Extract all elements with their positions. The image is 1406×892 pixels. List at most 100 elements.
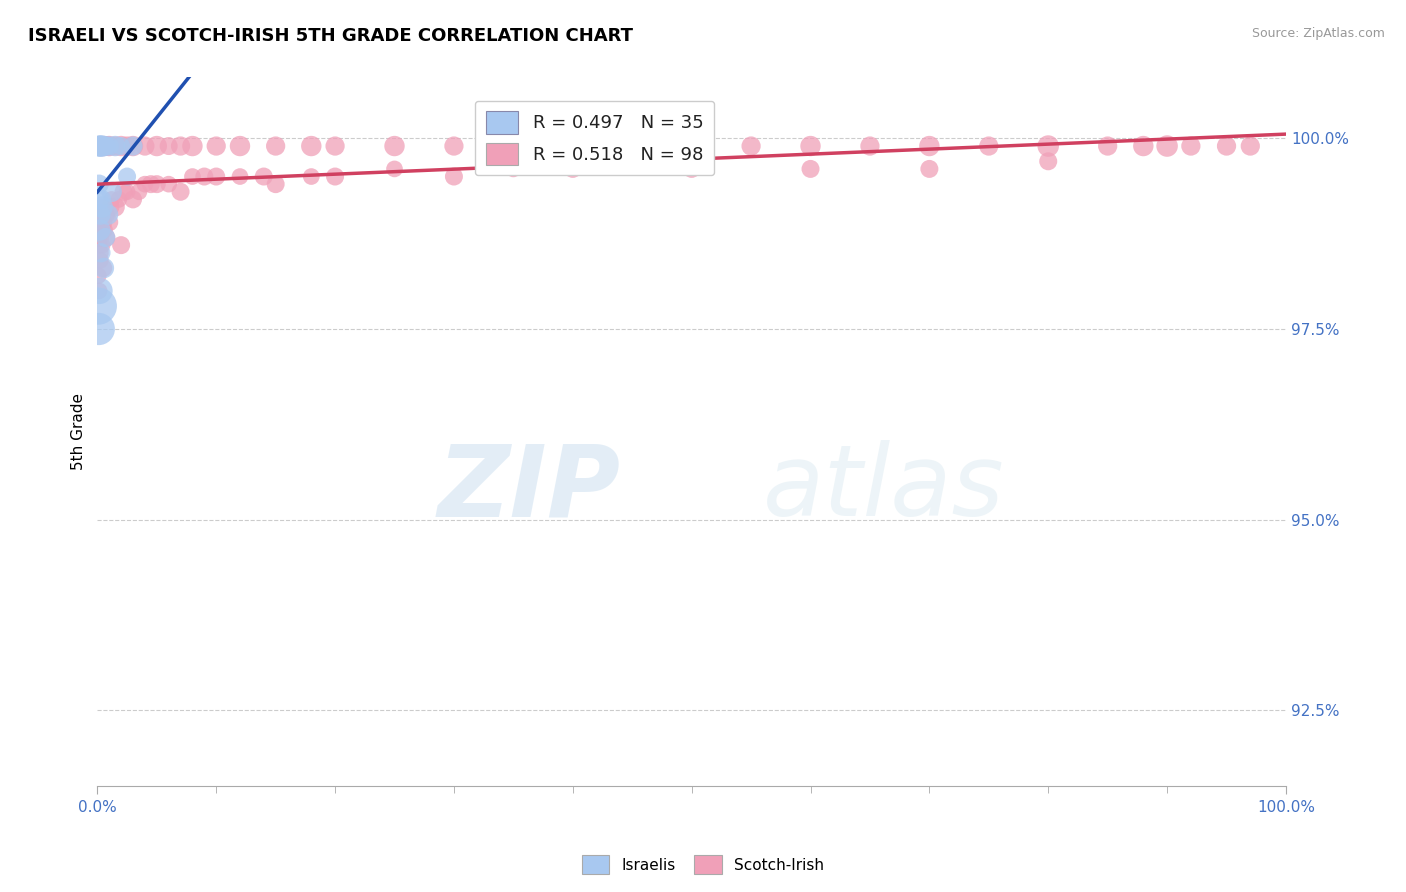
Point: [91, 200, 114, 214]
Point: [94, 230, 117, 244]
Point: [134, 139, 156, 153]
Point: [89, 139, 111, 153]
Point: [94, 230, 117, 244]
Point: [89, 230, 111, 244]
Text: atlas: atlas: [763, 440, 1005, 537]
Point: [89, 284, 111, 298]
Point: [110, 238, 132, 252]
Point: [104, 139, 127, 153]
Point: [115, 185, 138, 199]
Point: [110, 139, 132, 153]
Legend: Israelis, Scotch-Irish: Israelis, Scotch-Irish: [576, 849, 830, 880]
Point: [89, 139, 111, 153]
Point: [96, 139, 118, 153]
Point: [384, 139, 406, 153]
Point: [89, 245, 111, 260]
Point: [87, 268, 110, 283]
Point: [89, 139, 111, 153]
Point: [193, 169, 215, 184]
Point: [253, 169, 276, 184]
Point: [90, 245, 112, 260]
Point: [98, 215, 121, 229]
Point: [146, 139, 169, 153]
Point: [89, 208, 111, 222]
Point: [134, 177, 156, 191]
Point: [91, 238, 114, 252]
Point: [115, 139, 138, 153]
Point: [740, 139, 762, 153]
Point: [87, 139, 110, 153]
Point: [229, 139, 252, 153]
Point: [205, 139, 228, 153]
Point: [115, 169, 138, 184]
Point: [104, 139, 127, 153]
Point: [90, 208, 112, 222]
Point: [107, 193, 129, 207]
Point: [169, 139, 191, 153]
Point: [1097, 139, 1119, 153]
Point: [384, 161, 406, 176]
Point: [93, 215, 115, 229]
Point: [93, 260, 115, 275]
Point: [91, 260, 114, 275]
Point: [1132, 139, 1154, 153]
Point: [205, 169, 228, 184]
Point: [323, 169, 346, 184]
Text: ZIP: ZIP: [437, 440, 620, 537]
Point: [87, 139, 110, 153]
Point: [87, 139, 110, 153]
Point: [96, 208, 118, 222]
Point: [918, 139, 941, 153]
Point: [859, 139, 882, 153]
Point: [977, 139, 1000, 153]
Y-axis label: 5th Grade: 5th Grade: [72, 393, 86, 470]
Point: [100, 185, 122, 199]
Point: [89, 139, 111, 153]
Point: [229, 169, 252, 184]
Point: [1239, 139, 1261, 153]
Point: [87, 299, 110, 313]
Point: [90, 139, 112, 153]
Point: [1215, 139, 1237, 153]
Point: [918, 161, 941, 176]
Point: [91, 139, 114, 153]
Point: [98, 139, 121, 153]
Point: [299, 169, 322, 184]
Point: [97, 208, 120, 222]
Point: [87, 139, 110, 153]
Point: [90, 200, 112, 214]
Point: [87, 193, 110, 207]
Point: [96, 208, 118, 222]
Point: [299, 139, 322, 153]
Point: [90, 139, 112, 153]
Point: [169, 185, 191, 199]
Point: [93, 139, 115, 153]
Point: [94, 139, 117, 153]
Point: [90, 139, 112, 153]
Point: [91, 139, 114, 153]
Point: [91, 215, 114, 229]
Point: [87, 139, 110, 153]
Point: [443, 139, 465, 153]
Point: [96, 139, 118, 153]
Point: [97, 139, 120, 153]
Point: [264, 177, 287, 191]
Point: [181, 169, 204, 184]
Point: [443, 169, 465, 184]
Point: [323, 139, 346, 153]
Point: [89, 139, 111, 153]
Point: [157, 177, 180, 191]
Point: [100, 200, 122, 214]
Point: [100, 193, 122, 207]
Point: [681, 161, 703, 176]
Point: [89, 284, 111, 298]
Point: [87, 139, 110, 153]
Point: [621, 139, 644, 153]
Point: [561, 161, 583, 176]
Point: [93, 139, 115, 153]
Point: [89, 223, 111, 237]
Point: [91, 139, 114, 153]
Legend: R = 0.497   N = 35, R = 0.518   N = 98: R = 0.497 N = 35, R = 0.518 N = 98: [475, 101, 714, 176]
Point: [90, 193, 112, 207]
Point: [89, 139, 111, 153]
